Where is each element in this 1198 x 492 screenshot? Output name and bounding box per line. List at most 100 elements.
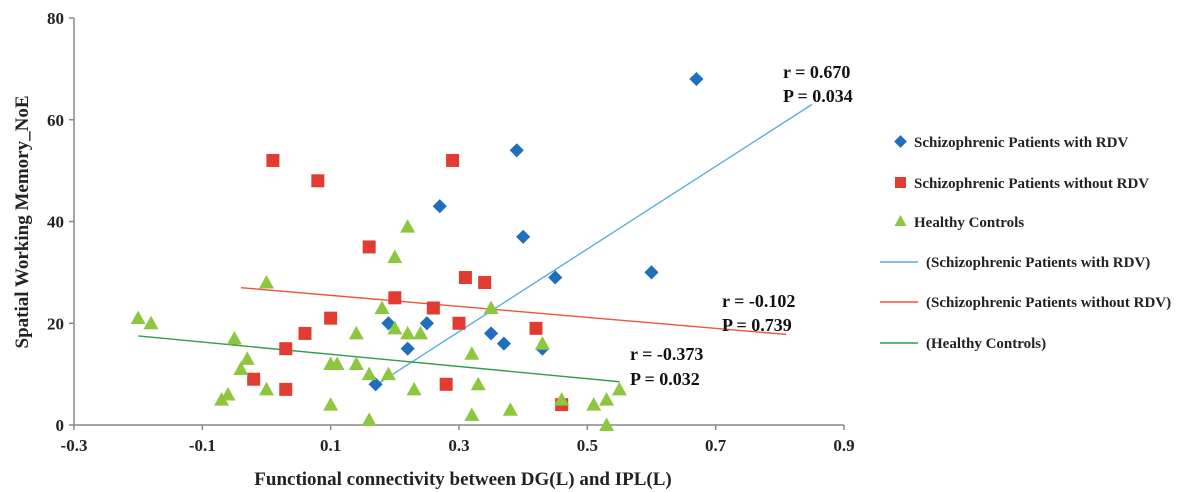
legend-item-no-rdv: Schizophrenic Patients without RDV: [895, 176, 1149, 192]
data-point-no-rdv: [439, 377, 453, 391]
data-point-rdv: [419, 316, 434, 331]
y-axis-title: Spatial Working Memory_NoE: [12, 96, 33, 349]
data-point-hc: [143, 315, 159, 330]
data-point-hc: [400, 325, 416, 340]
annotation-p-rdv: P = 0.034: [783, 86, 853, 106]
data-point-hc: [348, 356, 364, 370]
annotation-p-no-rdv: P = 0.739: [722, 315, 792, 335]
annotation-r-rdv: r = 0.670: [783, 62, 850, 82]
y-tick-label: 60: [47, 111, 64, 130]
x-tick-label: 0.3: [448, 436, 469, 455]
data-point-no-rdv: [298, 326, 312, 340]
data-point-no-rdv: [426, 301, 440, 315]
data-point-hc: [464, 346, 480, 360]
legend-square-icon: [895, 177, 906, 188]
data-point-hc: [387, 249, 403, 264]
data-point-no-rdv: [279, 382, 293, 396]
data-point-hc: [226, 331, 242, 345]
data-point-no-rdv: [362, 240, 376, 254]
data-point-rdv: [400, 341, 415, 356]
data-point-no-rdv: [478, 276, 492, 290]
data-point-hc: [259, 275, 274, 289]
data-point-no-rdv: [324, 311, 338, 325]
trend-line: [375, 103, 813, 386]
legend: Schizophrenic Patients with RDV Schizoph…: [880, 135, 1171, 352]
data-point-hc: [239, 351, 255, 365]
data-point-rdv: [516, 229, 531, 244]
data-point-rdv: [432, 199, 447, 214]
y-tick-label: 40: [47, 213, 64, 232]
data-point-rdv: [509, 143, 524, 158]
annotation-rdv: r = 0.670 P = 0.034: [783, 62, 853, 106]
data-point-hc: [586, 397, 602, 411]
legend-label-no-rdv: Schizophrenic Patients without RDV: [914, 176, 1149, 192]
legend-label-fit-no-rdv: (Schizophrenic Patients without RDV): [926, 295, 1171, 311]
legend-label-rdv: Schizophrenic Patients with RDV: [914, 135, 1128, 151]
legend-label-fit-rdv: (Schizophrenic Patients with RDV): [926, 255, 1150, 271]
data-point-rdv: [496, 336, 511, 351]
y-axis-ticks: 0 20 40 60 80: [47, 9, 74, 435]
data-point-hc: [400, 219, 416, 233]
data-points: [130, 71, 704, 431]
data-point-hc: [259, 381, 274, 396]
data-point-hc: [554, 392, 570, 406]
data-point-rdv: [484, 326, 499, 341]
x-tick-label: 0.5: [577, 436, 598, 455]
y-tick-label: 80: [47, 9, 64, 28]
x-axis-ticks: -0.3 -0.1 0.1 0.3 0.5 0.7 0.9: [61, 425, 855, 455]
data-point-hc: [406, 381, 422, 396]
data-point-hc: [502, 402, 518, 416]
data-point-rdv: [548, 270, 563, 285]
data-point-no-rdv: [446, 153, 460, 167]
data-point-hc: [413, 325, 428, 340]
x-tick-label: -0.1: [189, 436, 216, 455]
data-point-hc: [599, 417, 615, 431]
annotation-r-hc: r = -0.373: [630, 344, 703, 364]
trend-line: [240, 286, 787, 336]
legend-diamond-icon: [894, 135, 907, 148]
data-point-hc: [220, 386, 236, 401]
data-point-hc: [470, 376, 486, 391]
trend-lines: [138, 103, 813, 386]
annotation-hc: r = -0.373 P = 0.032: [630, 344, 703, 389]
data-point-hc: [611, 381, 627, 396]
data-point-rdv: [368, 377, 383, 392]
data-point-hc: [361, 366, 377, 381]
data-point-no-rdv: [458, 270, 472, 284]
data-point-hc: [374, 300, 390, 314]
legend-item-rdv: Schizophrenic Patients with RDV: [894, 135, 1128, 151]
data-point-hc: [233, 361, 249, 376]
annotation-r-no-rdv: r = -0.102: [722, 291, 795, 311]
annotation-p-hc: P = 0.032: [630, 369, 700, 389]
data-point-hc: [380, 366, 396, 381]
data-point-hc: [348, 325, 364, 340]
legend-item-hc: Healthy Controls: [894, 215, 1024, 231]
y-tick-label: 20: [47, 314, 64, 333]
x-tick-label: 0.9: [833, 436, 854, 455]
x-tick-label: 0.7: [705, 436, 727, 455]
legend-item-fit-hc: (Healthy Controls): [880, 336, 1046, 352]
data-point-hc: [464, 407, 480, 421]
data-point-hc: [387, 320, 403, 335]
legend-item-fit-no-rdv: (Schizophrenic Patients without RDV): [880, 295, 1171, 311]
plot-area: [73, 18, 844, 426]
data-point-rdv: [644, 265, 659, 280]
legend-label-fit-hc: (Healthy Controls): [926, 336, 1046, 352]
x-tick-label: -0.3: [61, 436, 88, 455]
data-point-hc: [483, 300, 499, 314]
data-point-no-rdv: [266, 153, 280, 167]
data-point-no-rdv: [452, 316, 466, 330]
legend-triangle-icon: [894, 215, 907, 226]
x-axis-title: Functional connectivity between DG(L) an…: [254, 469, 671, 490]
data-point-rdv: [689, 71, 704, 87]
data-point-no-rdv: [279, 342, 293, 356]
data-point-no-rdv: [247, 372, 261, 386]
data-point-no-rdv: [529, 321, 543, 335]
annotation-no-rdv: r = -0.102 P = 0.739: [722, 291, 795, 335]
data-point-hc: [329, 356, 345, 370]
data-point-hc: [130, 310, 146, 325]
legend-label-hc: Healthy Controls: [914, 215, 1024, 231]
trend-line: [138, 335, 620, 383]
data-point-hc: [599, 392, 615, 406]
